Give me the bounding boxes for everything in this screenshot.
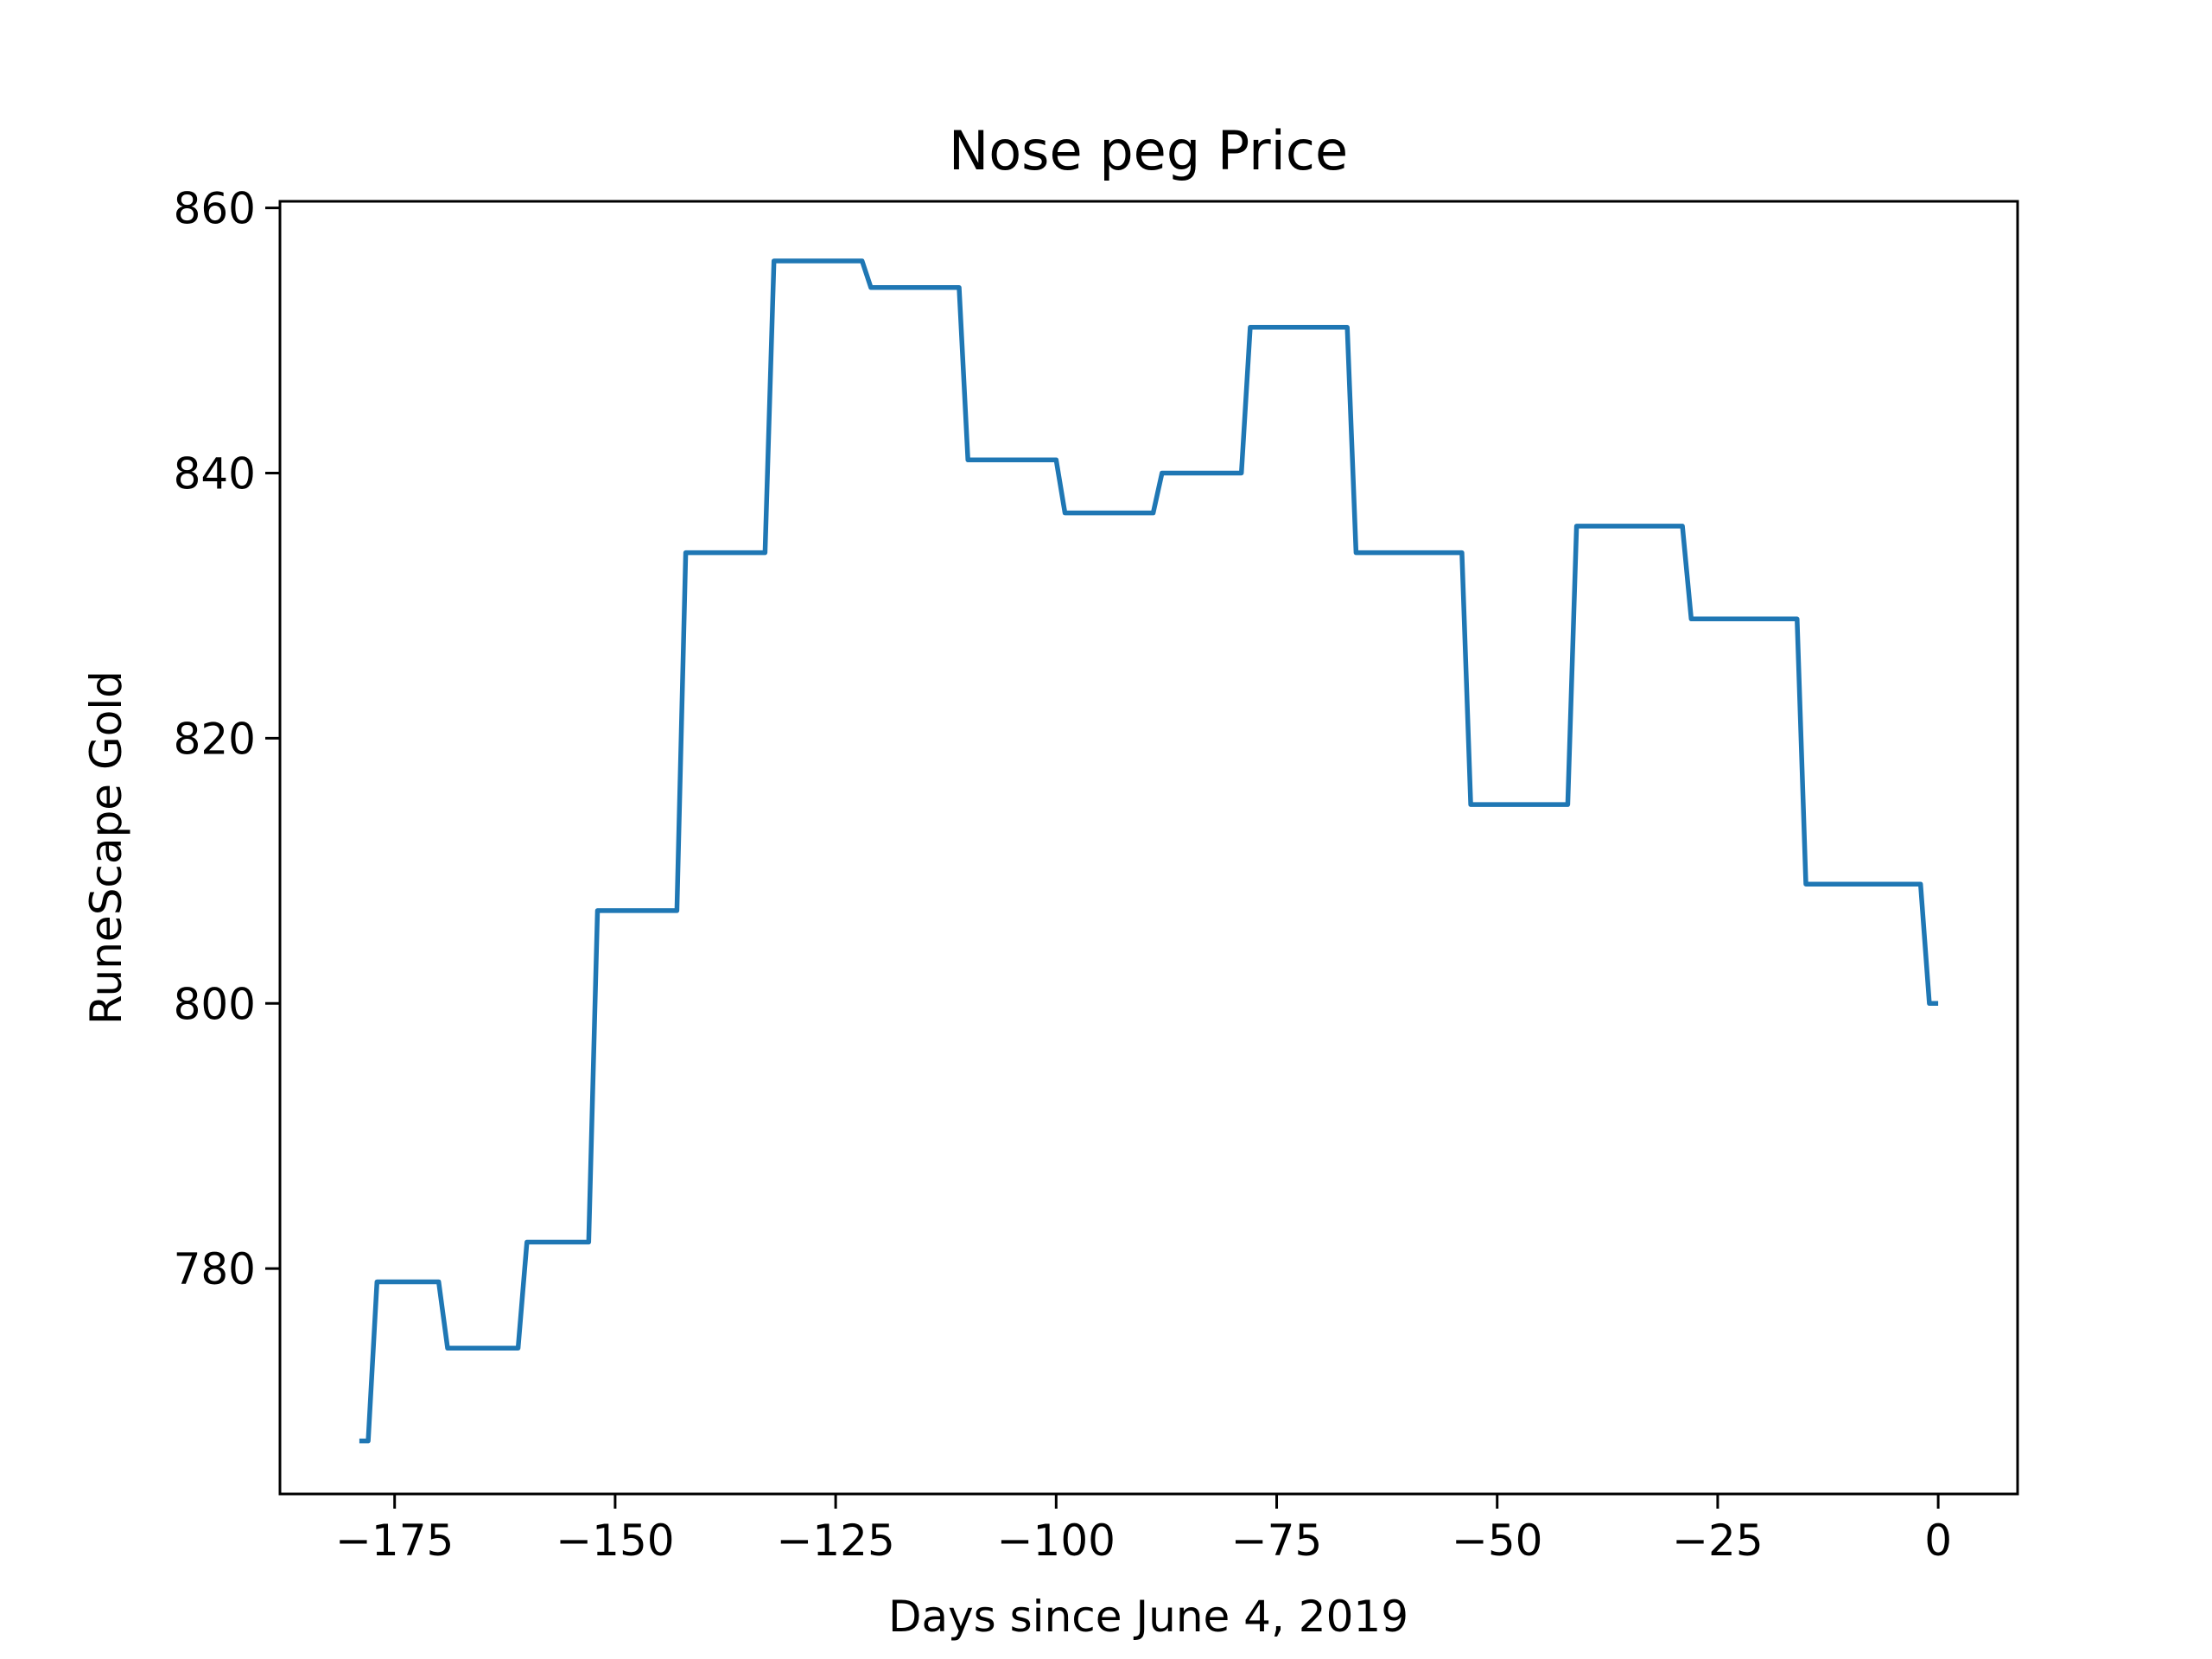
x-tick-label: −75 — [1231, 1516, 1323, 1566]
y-tick-label: 820 — [174, 714, 256, 764]
series-layer — [359, 258, 1939, 1444]
x-tick-label: −50 — [1452, 1516, 1543, 1566]
x-tick-label: −175 — [335, 1516, 454, 1566]
y-tick-label: 840 — [174, 449, 256, 499]
x-axis-label: Days since June 4, 2019 — [888, 1592, 1408, 1642]
x-tick-label: −125 — [776, 1516, 894, 1566]
x-axis: −175 −150 −125 −100 −75 −50 −25 0 — [335, 1494, 1952, 1566]
y-axis-label: RuneScape Gold — [81, 671, 131, 1025]
plot-frame — [278, 200, 2019, 1496]
y-tick-label: 800 — [174, 979, 256, 1029]
x-tick-label: −25 — [1672, 1516, 1764, 1566]
chart-title: Nose peg Price — [949, 119, 1348, 182]
series-line — [359, 258, 1939, 1444]
x-tick-label: 0 — [1924, 1516, 1952, 1566]
x-tick-label: −100 — [997, 1516, 1116, 1566]
y-axis: 780 800 820 840 860 — [174, 184, 280, 1294]
y-tick-label: 860 — [174, 184, 256, 234]
x-tick-label: −150 — [556, 1516, 674, 1566]
y-tick-label: 780 — [174, 1244, 256, 1294]
